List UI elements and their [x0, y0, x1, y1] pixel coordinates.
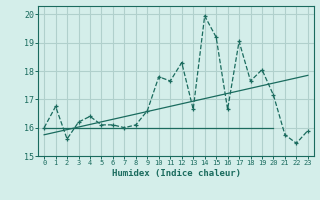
X-axis label: Humidex (Indice chaleur): Humidex (Indice chaleur) — [111, 169, 241, 178]
